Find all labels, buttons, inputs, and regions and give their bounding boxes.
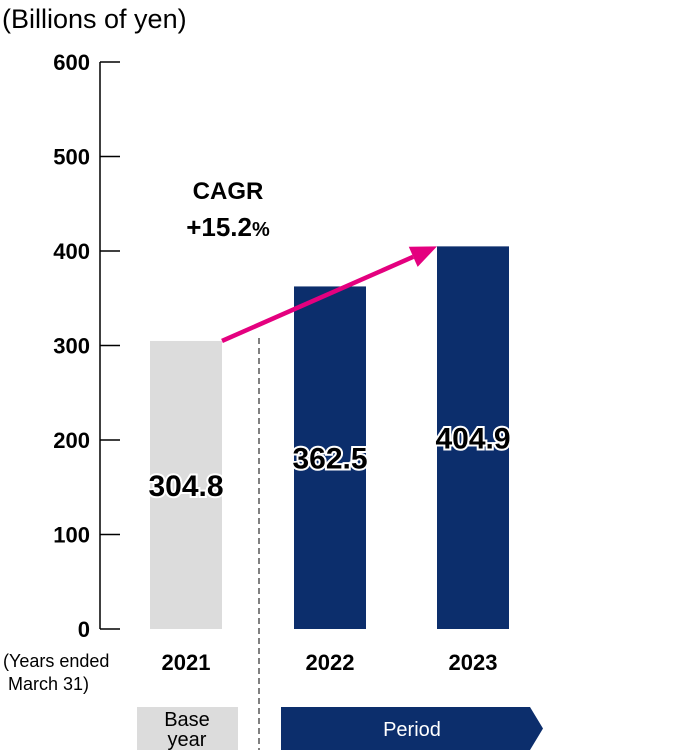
x-tick-2022: 2022 — [306, 650, 355, 675]
cagr-value: +15.2% — [186, 212, 270, 242]
value-label-2022: 362.5 — [292, 443, 367, 476]
x-tick-2021: 2021 — [162, 650, 211, 675]
value-label-2023: 404.9 — [435, 423, 510, 456]
y-ticks: 0 100 200 300 400 500 600 — [53, 50, 120, 642]
x-tick-2023: 2023 — [449, 650, 498, 675]
bars: 304.8 362.5 404.9 — [146, 246, 513, 629]
y-tick-label: 500 — [53, 145, 90, 170]
cagr-arrow-shaft — [221, 254, 415, 344]
x-tick-labels: 2021 2022 2023 — [162, 650, 498, 675]
y-tick-label: 600 — [53, 50, 90, 75]
value-label-2021: 304.8 — [148, 470, 223, 503]
unit-label: (Billions of yen) — [2, 4, 187, 34]
base-year-label-line1: Base — [164, 709, 210, 731]
y-tick-label: 400 — [53, 239, 90, 264]
y-tick-label: 0 — [78, 617, 90, 642]
bar-2022 — [294, 286, 366, 629]
cagr-arrow — [221, 246, 437, 344]
base-year-box — [137, 707, 238, 750]
y-tick-label: 300 — [53, 334, 90, 359]
period-box — [281, 707, 543, 750]
base-year-label-line2: year — [168, 729, 207, 751]
y-tick-label: 100 — [53, 523, 90, 548]
bar-2023 — [437, 246, 509, 629]
cagr-arrow-head — [408, 246, 437, 267]
y-tick-label: 200 — [53, 428, 90, 453]
x-note-line1: (Years ended — [3, 651, 109, 671]
period-label: Period — [383, 719, 441, 741]
bar-2021 — [150, 340, 222, 629]
cagr-title: CAGR — [193, 178, 264, 205]
x-note-line2: March 31) — [8, 674, 89, 694]
